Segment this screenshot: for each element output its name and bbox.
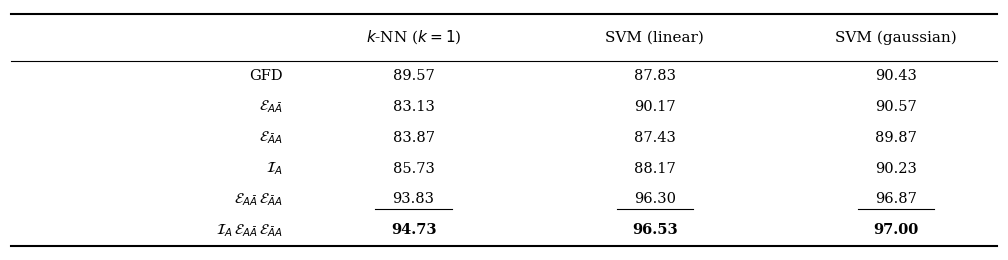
Text: 83.13: 83.13 <box>392 100 434 114</box>
Text: 90.17: 90.17 <box>634 100 675 114</box>
Text: 87.43: 87.43 <box>634 131 675 145</box>
Text: $\mathcal{E}_{\bar{A}A}$: $\mathcal{E}_{\bar{A}A}$ <box>259 129 283 146</box>
Text: 90.43: 90.43 <box>875 69 917 83</box>
Text: 90.23: 90.23 <box>875 161 917 176</box>
Text: 89.57: 89.57 <box>393 69 434 83</box>
Text: 97.00: 97.00 <box>873 223 918 237</box>
Text: 96.53: 96.53 <box>632 223 677 237</box>
Text: GFD: GFD <box>249 69 283 83</box>
Text: $\mathcal{I}_{A}$: $\mathcal{I}_{A}$ <box>266 160 283 177</box>
Text: SVM (linear): SVM (linear) <box>606 30 705 44</box>
Text: 83.87: 83.87 <box>392 131 434 145</box>
Text: 96.87: 96.87 <box>875 192 917 206</box>
Text: SVM (gaussian): SVM (gaussian) <box>836 30 957 45</box>
Text: 89.87: 89.87 <box>875 131 917 145</box>
Text: 85.73: 85.73 <box>392 161 434 176</box>
Text: $\mathcal{E}_{A\bar{A}}$: $\mathcal{E}_{A\bar{A}}$ <box>259 99 283 115</box>
Text: 96.30: 96.30 <box>634 192 675 206</box>
Text: 87.83: 87.83 <box>634 69 675 83</box>
Text: 94.73: 94.73 <box>391 223 436 237</box>
Text: 88.17: 88.17 <box>634 161 675 176</box>
Text: 90.57: 90.57 <box>875 100 917 114</box>
Text: $\mathcal{I}_{A}\,\mathcal{E}_{A\bar{A}}\,\mathcal{E}_{\bar{A}A}$: $\mathcal{I}_{A}\,\mathcal{E}_{A\bar{A}}… <box>216 222 283 239</box>
Text: $\mathcal{E}_{A\bar{A}}\,\mathcal{E}_{\bar{A}A}$: $\mathcal{E}_{A\bar{A}}\,\mathcal{E}_{\b… <box>234 191 283 208</box>
Text: $k$-NN ($k=1$): $k$-NN ($k=1$) <box>366 29 462 46</box>
Text: 93.83: 93.83 <box>392 192 434 206</box>
